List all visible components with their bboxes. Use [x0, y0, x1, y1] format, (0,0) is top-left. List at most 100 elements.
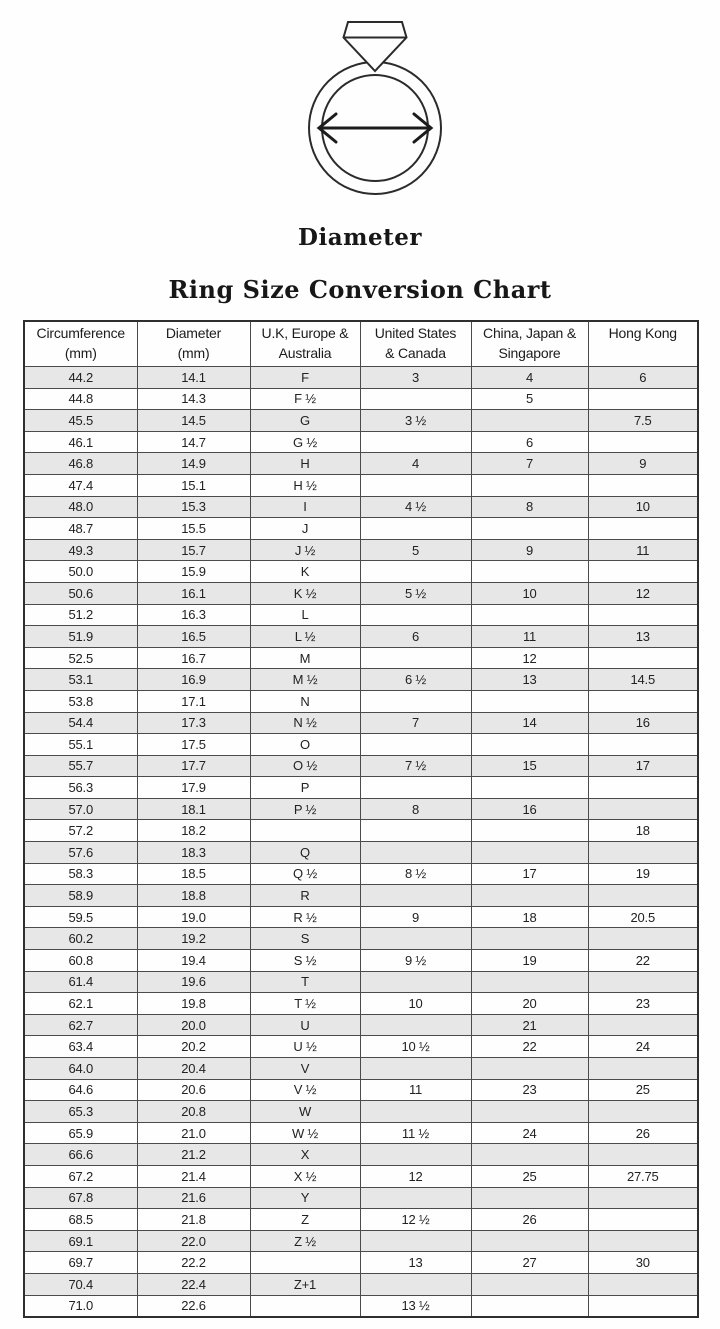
- table-row: 63.4 20.2 U ½ 10 ½ 22 24: [23, 1035, 699, 1058]
- table-cell: Z+1: [249, 1272, 361, 1296]
- table-cell: 18.2: [136, 819, 251, 843]
- table-cell: [587, 1229, 699, 1253]
- table-cell: [587, 884, 699, 907]
- table-header-row: Circumference (mm) Diameter (mm) U.K, Eu…: [23, 320, 699, 367]
- table-cell: 15.5: [136, 517, 251, 540]
- table-cell: [359, 819, 472, 843]
- table-cell: 55.1: [23, 733, 138, 756]
- table-cell: 16.3: [136, 603, 251, 627]
- table-cell: 9: [470, 538, 589, 562]
- table-row: 45.5 14.5 G 3 ½ 7.5: [23, 409, 699, 432]
- table-cell: 58.3: [23, 862, 138, 886]
- table-row: 64.0 20.4 V: [23, 1057, 699, 1080]
- column-header-circumference: Circumference (mm): [23, 320, 138, 367]
- table-cell: [359, 970, 472, 994]
- table-row: 70.4 22.4 Z+1: [23, 1272, 699, 1296]
- table-cell: 61.4: [23, 970, 138, 994]
- table-cell: 22: [587, 949, 699, 972]
- table-cell: [587, 1294, 699, 1318]
- table-cell: [359, 603, 472, 627]
- table-cell: 69.1: [23, 1229, 138, 1253]
- table-cell: 8 ½: [359, 862, 472, 886]
- table-cell: [587, 1057, 699, 1080]
- header-line: Circumference: [36, 325, 126, 341]
- table-cell: 67.8: [23, 1186, 138, 1210]
- table-cell: [359, 1272, 472, 1296]
- table-cell: 19.8: [136, 992, 251, 1015]
- table-row: 54.4 17.3 N ½ 7 14 16: [23, 711, 699, 735]
- table-cell: 15: [470, 754, 589, 778]
- table-cell: [587, 1143, 699, 1166]
- table-cell: U: [249, 1013, 361, 1037]
- table-cell: [587, 517, 699, 540]
- table-cell: 14.5: [136, 409, 251, 432]
- table-cell: 12: [359, 1164, 472, 1188]
- header-line: Diameter: [165, 325, 222, 341]
- table-cell: R ½: [249, 905, 361, 929]
- table-cell: [587, 1186, 699, 1210]
- table-cell: U ½: [249, 1035, 361, 1058]
- table-cell: 8: [359, 797, 472, 821]
- ring-diameter-figure: Diameter: [0, 0, 720, 251]
- table-cell: 16.7: [136, 646, 251, 670]
- table-cell: 46.8: [23, 452, 138, 475]
- table-cell: 4: [359, 452, 472, 475]
- table-cell: 11: [359, 1078, 472, 1102]
- table-cell: 15.9: [136, 560, 251, 583]
- table-cell: 22.0: [136, 1229, 251, 1253]
- table-cell: 21.2: [136, 1143, 251, 1166]
- table-cell: 19: [587, 862, 699, 886]
- table-cell: 64.0: [23, 1057, 138, 1080]
- table-cell: 44.2: [23, 366, 138, 389]
- table-cell: V ½: [249, 1078, 361, 1102]
- table-cell: H: [249, 452, 361, 475]
- table-cell: 9 ½: [359, 949, 472, 972]
- table-cell: G ½: [249, 430, 361, 454]
- table-cell: 25: [470, 1164, 589, 1188]
- table-cell: 7 ½: [359, 754, 472, 778]
- table-cell: 16: [587, 711, 699, 735]
- table-cell: [249, 1294, 361, 1318]
- table-cell: 22.4: [136, 1272, 251, 1296]
- table-cell: 6: [470, 430, 589, 454]
- table-cell: 14: [470, 711, 589, 735]
- column-header-diameter: Diameter (mm): [136, 320, 251, 367]
- table-cell: 3: [359, 366, 472, 389]
- table-cell: F: [249, 366, 361, 389]
- table-cell: 13: [359, 1251, 472, 1274]
- column-header-china-japan-singapore: China, Japan & Singapore: [470, 320, 589, 367]
- table-cell: [359, 1013, 472, 1037]
- table-cell: [470, 1229, 589, 1253]
- table-cell: [470, 1100, 589, 1123]
- table-cell: 64.6: [23, 1078, 138, 1102]
- table-cell: [359, 517, 472, 540]
- table-cell: 60.2: [23, 927, 138, 951]
- conversion-table: Circumference (mm) Diameter (mm) U.K, Eu…: [23, 320, 699, 1318]
- table-cell: [470, 819, 589, 843]
- table-cell: [470, 1294, 589, 1318]
- table-cell: 20.0: [136, 1013, 251, 1037]
- table-cell: M ½: [249, 668, 361, 691]
- table-cell: 27.75: [587, 1164, 699, 1188]
- table-cell: T: [249, 970, 361, 994]
- header-line: United States: [374, 325, 457, 341]
- table-cell: P ½: [249, 797, 361, 821]
- table-row: 46.8 14.9 H 4 7 9: [23, 452, 699, 475]
- table-cell: 18.5: [136, 862, 251, 886]
- table-cell: 13 ½: [359, 1294, 472, 1318]
- table-cell: [587, 1272, 699, 1296]
- table-cell: 10: [587, 495, 699, 519]
- table-cell: Z ½: [249, 1229, 361, 1253]
- table-cell: 14.7: [136, 430, 251, 454]
- table-cell: 21: [470, 1013, 589, 1037]
- table-cell: H ½: [249, 473, 361, 497]
- table-cell: 52.5: [23, 646, 138, 670]
- table-cell: 6: [587, 366, 699, 389]
- table-cell: X ½: [249, 1164, 361, 1188]
- table-cell: 70.4: [23, 1272, 138, 1296]
- column-header-hong-kong: Hong Kong: [587, 320, 699, 367]
- table-cell: 68.5: [23, 1208, 138, 1231]
- table-row: 67.2 21.4 X ½ 12 25 27.75: [23, 1164, 699, 1188]
